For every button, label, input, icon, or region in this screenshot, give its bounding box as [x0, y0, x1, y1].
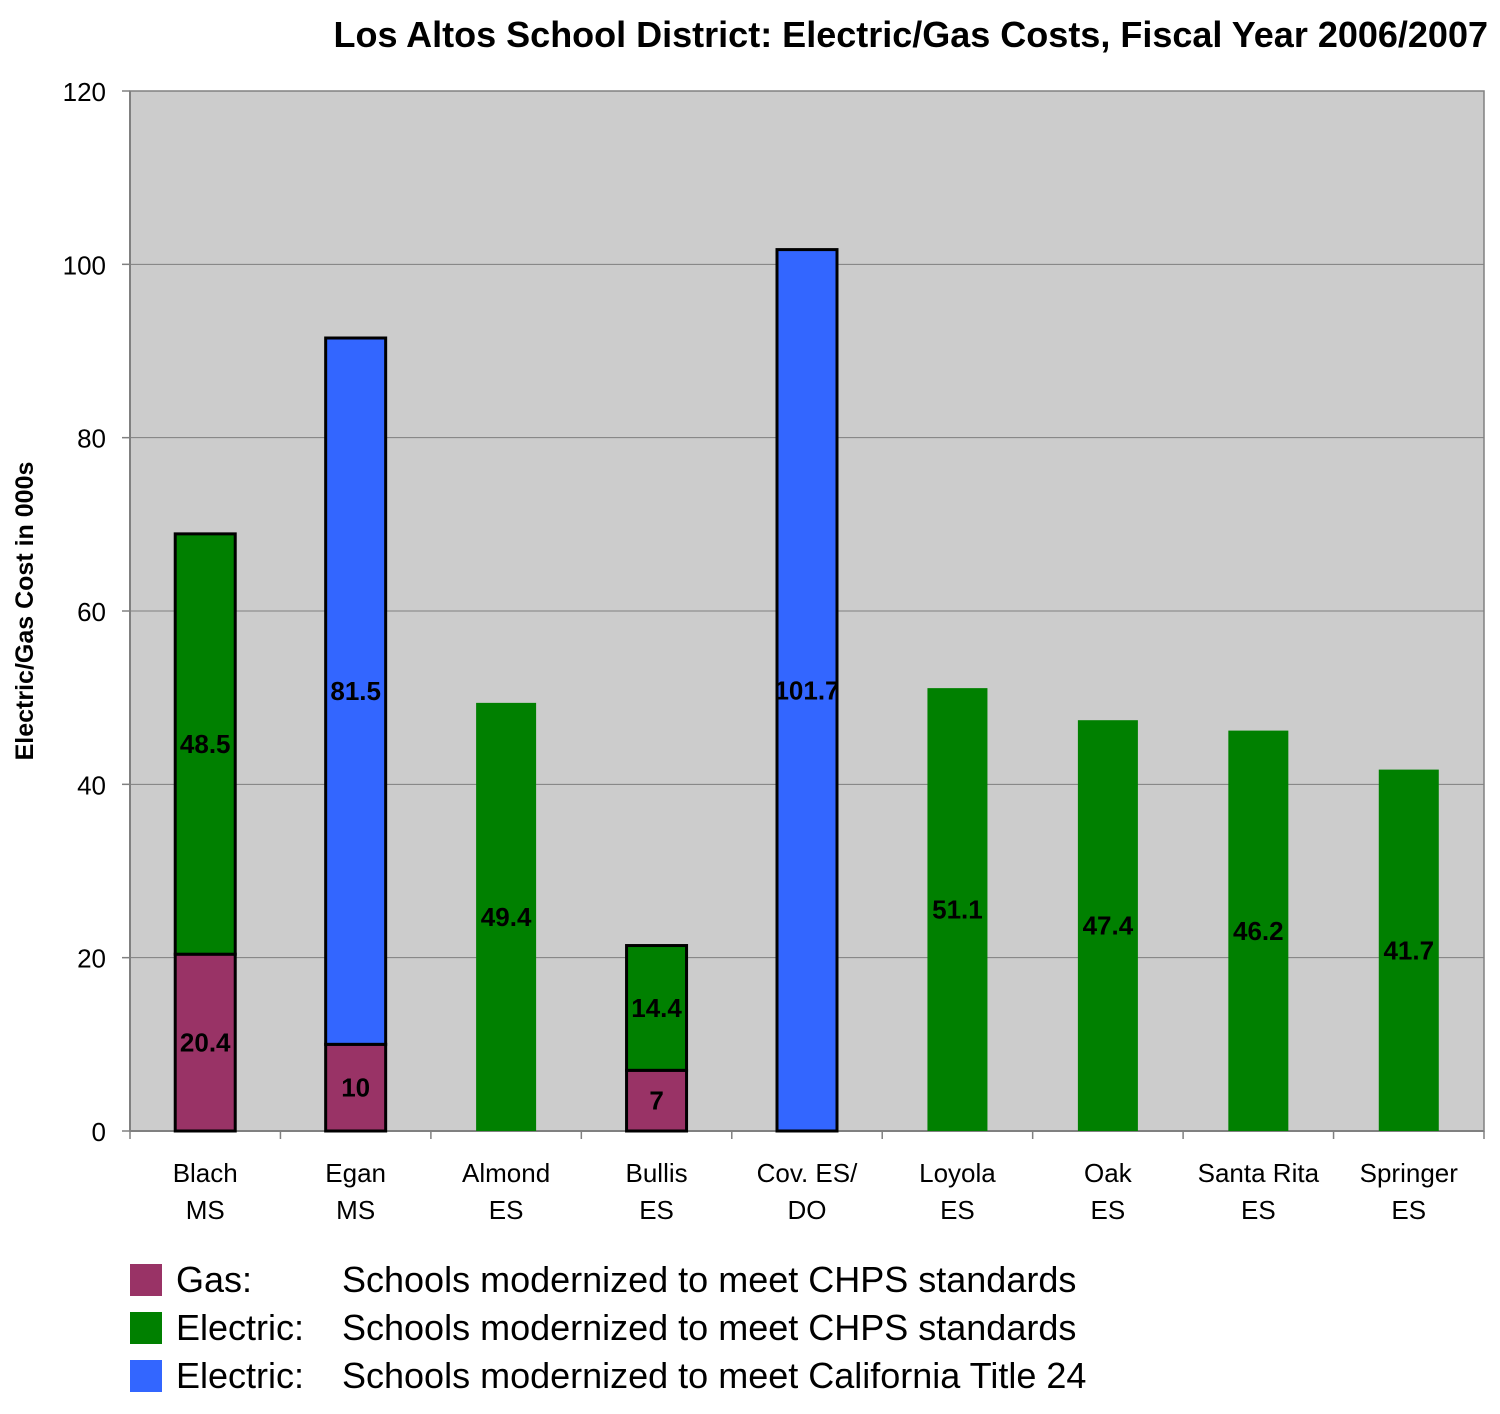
y-tick-label: 100 — [63, 250, 106, 280]
legend-swatch-gas-chps — [130, 1264, 162, 1296]
data-label: 47.4 — [1083, 911, 1134, 941]
data-label: 46.2 — [1233, 916, 1284, 946]
legend-label: Schools modernized to meet California Ti… — [342, 1355, 1087, 1396]
y-tick-label: 20 — [77, 944, 106, 974]
data-label: 49.4 — [481, 902, 532, 932]
x-tick-label: Blach — [173, 1158, 238, 1188]
data-label: 51.1 — [932, 895, 983, 925]
x-tick-label: ES — [1091, 1195, 1126, 1225]
x-tick-label: Egan — [325, 1158, 386, 1188]
data-label: 41.7 — [1383, 935, 1434, 965]
bar-2-8 — [1228, 730, 1289, 1131]
bar-3-5 — [775, 248, 839, 1133]
y-tick-label: 120 — [63, 77, 106, 107]
x-tick-label: Cov. ES/ — [757, 1158, 858, 1188]
legend-swatch-electric-title24 — [130, 1360, 162, 1392]
legend-kind: Electric: — [176, 1355, 305, 1396]
y-tick-label: 60 — [77, 597, 106, 627]
x-tick-label: Oak — [1084, 1158, 1133, 1188]
x-tick-label: MS — [336, 1195, 375, 1225]
bar-2-6 — [927, 688, 988, 1131]
x-tick-label: ES — [639, 1195, 674, 1225]
y-axis-title: Electric/Gas Cost in 000s — [11, 462, 39, 761]
legend-item-electric-chps: Electric: Schools modernized to meet CHP… — [130, 1304, 1086, 1352]
bar-2-4 — [625, 944, 689, 1072]
data-label: 20.4 — [180, 1028, 231, 1058]
data-label: 7 — [649, 1086, 663, 1116]
x-tick-label: ES — [1391, 1195, 1426, 1225]
data-label: 81.5 — [330, 676, 381, 706]
x-tick-label: ES — [489, 1195, 524, 1225]
x-tick-label: Almond — [462, 1158, 550, 1188]
legend: Gas: Schools modernized to meet CHPS sta… — [130, 1256, 1086, 1400]
legend-item-gas-chps: Gas: Schools modernized to meet CHPS sta… — [130, 1256, 1086, 1304]
x-tick-label: ES — [1241, 1195, 1276, 1225]
bar-3-2 — [324, 336, 388, 1046]
bar-2-7 — [1077, 720, 1138, 1131]
y-tick-label: 40 — [77, 770, 106, 800]
x-tick-label: MS — [186, 1195, 225, 1225]
bar-1-1 — [173, 952, 237, 1133]
chart-title: Los Altos School District: Electric/Gas … — [333, 14, 1488, 55]
x-tick-label: Springer — [1360, 1158, 1459, 1188]
bar-2-9 — [1378, 769, 1439, 1131]
data-label: 14.4 — [631, 993, 682, 1023]
legend-label: Schools modernized to meet CHPS standard… — [342, 1259, 1077, 1300]
data-label: 10 — [341, 1073, 370, 1103]
bar-2-3 — [476, 702, 537, 1131]
bar-1-4 — [625, 1068, 689, 1133]
x-tick-label: Bullis — [625, 1158, 687, 1188]
legend-label: Schools modernized to meet CHPS standard… — [342, 1307, 1077, 1348]
x-tick-label: Loyola — [919, 1158, 996, 1188]
bar-2-1 — [173, 532, 237, 956]
legend-swatch-electric-chps — [130, 1312, 162, 1344]
legend-item-electric-title24: Electric: Schools modernized to meet Cal… — [130, 1352, 1086, 1400]
x-tick-label: DO — [788, 1195, 827, 1225]
x-tick-label: ES — [940, 1195, 975, 1225]
legend-kind: Electric: — [176, 1307, 305, 1348]
data-label: 101.7 — [774, 675, 839, 705]
bar-1-2 — [324, 1042, 388, 1133]
data-label: 48.5 — [180, 729, 231, 759]
y-tick-label: 80 — [77, 424, 106, 454]
y-tick-label: 0 — [92, 1117, 106, 1147]
legend-kind: Gas: — [176, 1259, 253, 1300]
x-tick-label: Santa Rita — [1198, 1158, 1320, 1188]
